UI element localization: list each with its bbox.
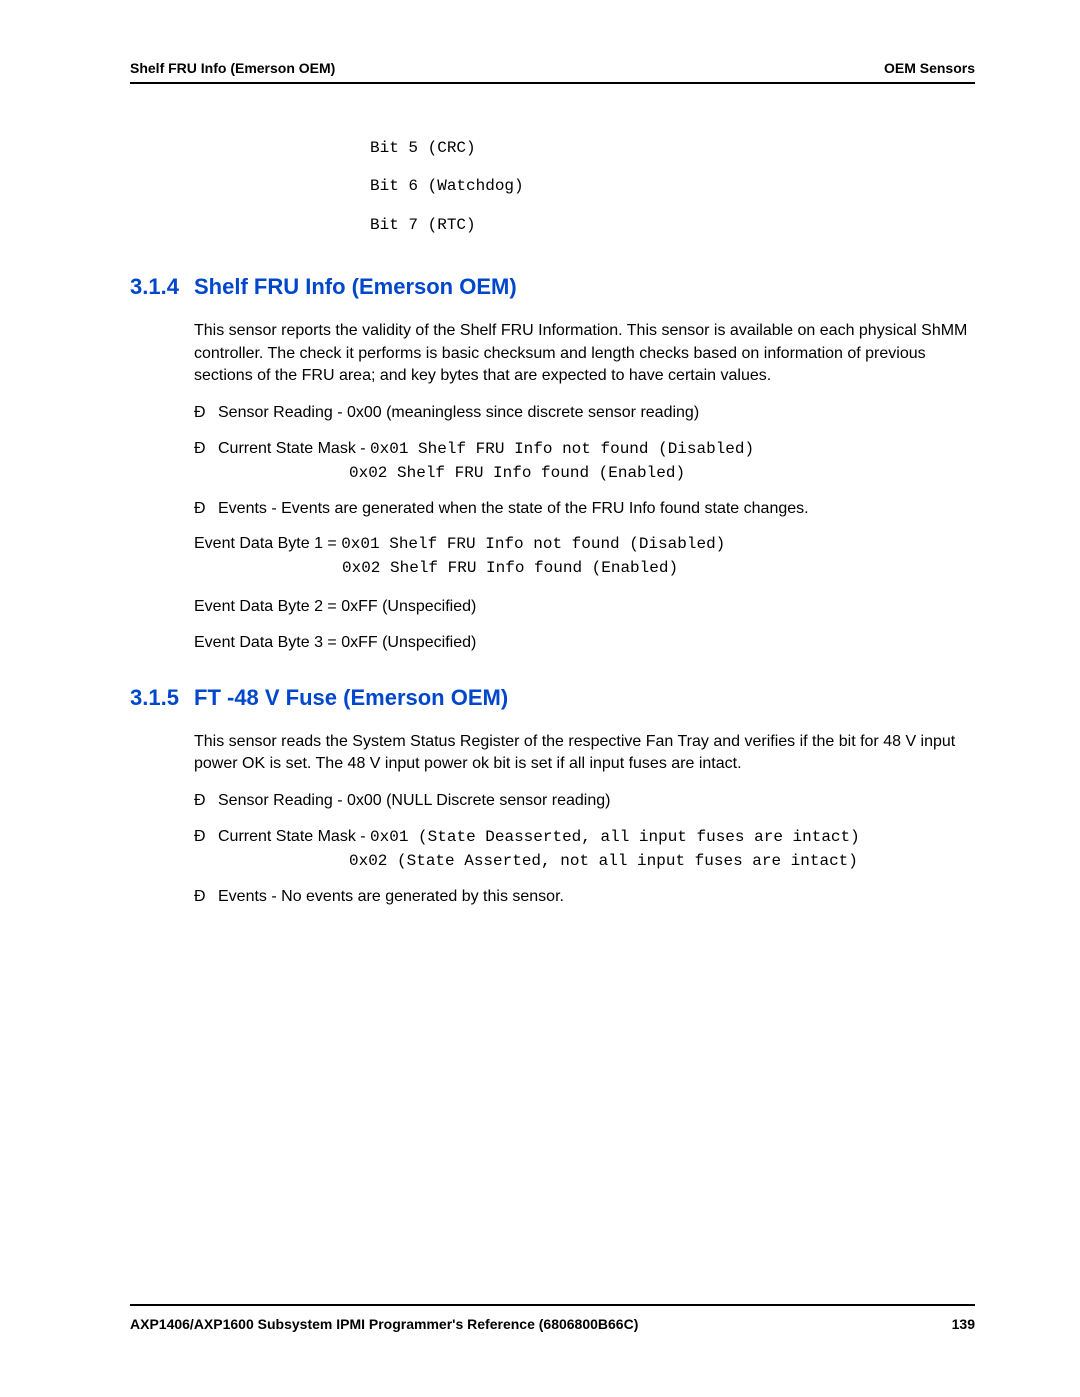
section-intro: This sensor reports the validity of the … [194, 320, 975, 387]
page-header: Shelf FRU Info (Emerson OEM) OEM Sensors [130, 60, 975, 84]
header-left: Shelf FRU Info (Emerson OEM) [130, 60, 335, 76]
bit-line: Bit 5 (CRC) [370, 139, 476, 157]
event-data-byte-1: Event Data Byte 1 = 0x01 Shelf FRU Info … [194, 533, 975, 555]
bullet-marker: Ð [194, 885, 218, 909]
bullet-text: Sensor Reading - 0x00 (NULL Discrete sen… [218, 789, 610, 813]
header-right: OEM Sensors [884, 60, 975, 76]
state-mask-code-line2: 0x02 (State Asserted, not all input fuse… [349, 849, 975, 873]
bullet-item: Ð Events - No events are generated by th… [194, 885, 975, 909]
bullet-text: Events - Events are generated when the s… [218, 497, 809, 521]
state-mask-code: 0x01 (State Deasserted, all input fuses … [370, 828, 860, 846]
bullet-item: Ð Sensor Reading - 0x00 (meaningless sin… [194, 401, 975, 425]
document-page: Shelf FRU Info (Emerson OEM) OEM Sensors… [0, 0, 1080, 1397]
section-heading-314: 3.1.4 Shelf FRU Info (Emerson OEM) [130, 274, 975, 300]
section-number: 3.1.4 [130, 274, 194, 300]
section-title: FT -48 V Fuse (Emerson OEM) [194, 685, 508, 711]
bullet-text: Current State Mask - 0x01 (State Deasser… [218, 825, 860, 849]
bullet-item: Ð Sensor Reading - 0x00 (NULL Discrete s… [194, 789, 975, 813]
bullet-marker: Ð [194, 401, 218, 425]
bullet-text: Sensor Reading - 0x00 (meaningless since… [218, 401, 699, 425]
bullet-item: Ð Current State Mask - 0x01 Shelf FRU In… [194, 437, 975, 461]
bit-line: Bit 7 (RTC) [370, 216, 476, 234]
page-footer: AXP1406/AXP1600 Subsystem IPMI Programme… [130, 1304, 975, 1332]
page-number: 139 [952, 1316, 975, 1332]
section-heading-315: 3.1.5 FT -48 V Fuse (Emerson OEM) [130, 685, 975, 711]
state-mask-code-line2: 0x02 Shelf FRU Info found (Enabled) [349, 461, 975, 485]
state-mask-label: Current State Mask - [218, 440, 370, 457]
section-title: Shelf FRU Info (Emerson OEM) [194, 274, 517, 300]
state-mask-code: 0x01 Shelf FRU Info not found (Disabled) [370, 440, 754, 458]
footer-left: AXP1406/AXP1600 Subsystem IPMI Programme… [130, 1316, 638, 1332]
state-mask-label: Current State Mask - [218, 828, 370, 845]
bullet-text: Events - No events are generated by this… [218, 885, 564, 909]
bullet-text: Current State Mask - 0x01 Shelf FRU Info… [218, 437, 754, 461]
event-data-code: 0x01 Shelf FRU Info not found (Disabled) [341, 535, 725, 553]
event-data-byte-3: Event Data Byte 3 = 0xFF (Unspecified) [194, 632, 975, 654]
bullet-marker: Ð [194, 825, 218, 849]
bullet-marker: Ð [194, 789, 218, 813]
event-data-label: Event Data Byte 1 = [194, 535, 341, 552]
event-data-byte-2: Event Data Byte 2 = 0xFF (Unspecified) [194, 596, 975, 618]
section-315-body: This sensor reads the System Status Regi… [194, 731, 975, 910]
section-intro: This sensor reads the System Status Regi… [194, 731, 975, 776]
bullet-item: Ð Events - Events are generated when the… [194, 497, 975, 521]
bit-definitions: Bit 5 (CRC) Bit 6 (Watchdog) Bit 7 (RTC) [370, 129, 975, 244]
bit-line: Bit 6 (Watchdog) [370, 177, 524, 195]
event-data-code-line2: 0x02 Shelf FRU Info found (Enabled) [342, 556, 975, 580]
bullet-marker: Ð [194, 497, 218, 521]
section-number: 3.1.5 [130, 685, 194, 711]
bullet-item: Ð Current State Mask - 0x01 (State Deass… [194, 825, 975, 849]
section-314-body: This sensor reports the validity of the … [194, 320, 975, 654]
bullet-marker: Ð [194, 437, 218, 461]
